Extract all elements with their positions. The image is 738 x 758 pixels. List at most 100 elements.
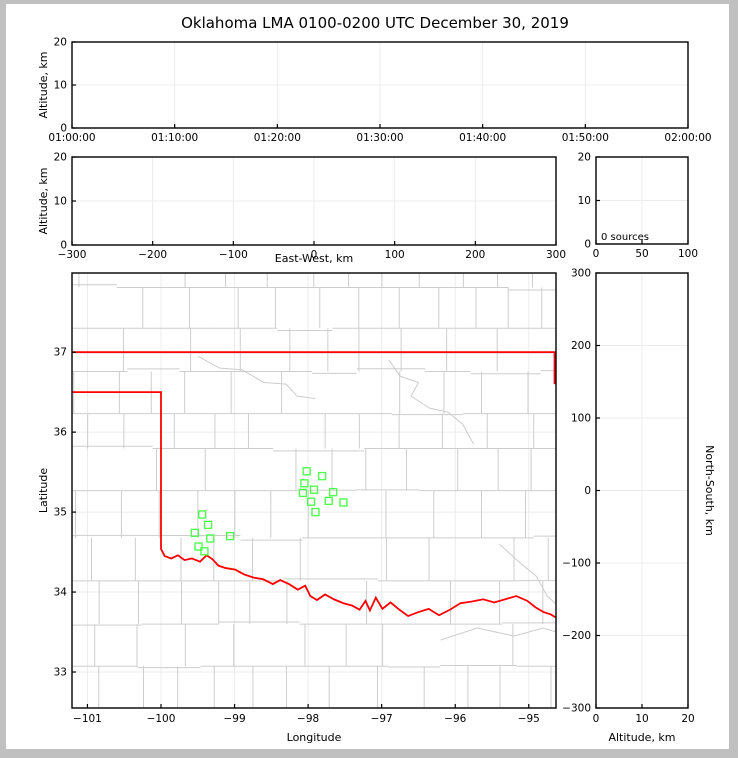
map-layers [72, 273, 556, 708]
x-tick-label: 0 [311, 249, 318, 261]
plot-canvas [6, 4, 729, 749]
panel-tick-labels: 0 50 100 0 10 20 [578, 152, 698, 261]
y-tick-label: 10 [578, 195, 591, 207]
panel-gridlines [596, 273, 688, 708]
panel-ticks [71, 41, 689, 129]
x-tick-label: 20 [681, 713, 694, 725]
river-line [197, 355, 316, 400]
y-tick-label: 37 [54, 347, 67, 359]
x-tick-label: 01:40:00 [459, 132, 506, 144]
y-tick-label: 0 [584, 485, 591, 497]
station-marker [306, 497, 316, 506]
plot-panels: 01:00:00 01:10:00 01:20:00 01:30:00 01:40:00… [37, 37, 716, 745]
plot-area-plan_map[interactable] [71, 272, 557, 709]
station-marker [197, 510, 207, 519]
y-tick-label: 200 [571, 340, 591, 352]
x-tick-label: 01:50:00 [562, 132, 609, 144]
station-marker [200, 547, 209, 556]
ew_height-xlabel: East-West, km [275, 252, 353, 265]
x-tick-label: 0 [593, 713, 600, 725]
x-tick-label: −300 [58, 249, 87, 261]
x-tick-label: −99 [223, 713, 245, 725]
station-marker [317, 471, 327, 481]
panel-gridlines [72, 157, 556, 245]
source-count-annotation: 0 sources [601, 232, 649, 243]
x-tick-label: −101 [73, 713, 102, 725]
station-marker [203, 520, 213, 530]
station-marker [311, 507, 320, 517]
y-tick-label: 20 [578, 152, 591, 164]
station-markers [190, 467, 348, 556]
y-tick-label: 20 [54, 152, 67, 164]
x-tick-label: −100 [219, 249, 248, 261]
x-tick-label: −98 [297, 713, 319, 725]
ns_height-ylabel: North-South, km [703, 445, 716, 536]
y-tick-label: 10 [54, 80, 67, 92]
panel-ns_height: 0 10 20 −300 −200 −100 0 100 200 300 North-South, … [562, 268, 716, 745]
station-marker [300, 479, 309, 488]
y-tick-label: 20 [54, 37, 67, 49]
river-line [499, 543, 556, 605]
station-marker [194, 542, 203, 551]
x-tick-label: 10 [635, 713, 648, 725]
x-tick-label: −200 [138, 249, 167, 261]
panel-ticks [595, 272, 689, 709]
panel-tick-labels: −300 −200 −100 0 100 200 300 0 10 20 [54, 152, 566, 262]
y-tick-label: 0 [584, 239, 591, 251]
y-tick-label: 100 [571, 413, 591, 425]
x-tick-label: 01:20:00 [254, 132, 301, 144]
y-tick-label: 10 [54, 196, 67, 208]
panel-plan_map: −101 −100 −99 −98 −97 −96 −95 33 34 35 36 37 Latitud… [37, 272, 557, 744]
y-tick-label: 34 [54, 587, 68, 599]
county-lines [72, 273, 556, 708]
ns_height-xlabel: Altitude, km [608, 731, 675, 744]
panel-tick-labels: 0 10 20 −300 −200 −100 0 100 200 300 [562, 268, 695, 726]
y-tick-label: 36 [54, 427, 68, 439]
x-tick-label: −96 [444, 713, 466, 725]
panel-alt_histogram: 0 50 100 0 10 20 0 sources [578, 152, 698, 261]
x-tick-label: −97 [371, 713, 393, 725]
x-tick-label: 01:30:00 [356, 132, 403, 144]
panel-gridlines [596, 157, 688, 244]
y-tick-label: 0 [60, 240, 67, 252]
x-tick-label: −100 [147, 713, 176, 725]
x-tick-label: 01:10:00 [151, 132, 198, 144]
state-border-line-west_south [72, 391, 556, 619]
station-marker [324, 496, 333, 506]
y-tick-label: 35 [54, 507, 67, 519]
x-tick-label: 100 [678, 248, 698, 260]
panel-tick-labels: −101 −100 −99 −98 −97 −96 −95 33 34 35 36 37 [54, 347, 540, 725]
y-tick-label: −200 [562, 630, 591, 642]
x-tick-label: 02:00:00 [664, 132, 711, 144]
panel-tick-labels: 01:00:00 01:10:00 01:20:00 01:30:00 01:40:00… [48, 37, 711, 145]
y-tick-label: 33 [54, 667, 67, 679]
station-marker [206, 534, 215, 543]
x-tick-label: 01:00:00 [48, 132, 95, 144]
river-line [440, 627, 556, 641]
x-tick-label: −95 [518, 713, 540, 725]
y-tick-label: −100 [562, 558, 591, 570]
x-tick-label: 300 [546, 249, 566, 261]
y-tick-label: 0 [60, 123, 67, 135]
plan_map-xlabel: Longitude [287, 731, 342, 744]
station-marker [339, 498, 348, 507]
river-line [388, 359, 475, 445]
panel-ticks [72, 351, 530, 708]
panel-ew_height: −300 −200 −100 0 100 200 300 0 10 20 Altitude, km E… [37, 152, 566, 266]
time_height-ylabel: Altitude, km [37, 51, 50, 118]
station-marker [328, 487, 338, 497]
x-tick-label: 50 [635, 248, 648, 260]
station-marker [298, 488, 308, 498]
state-border [72, 351, 556, 619]
x-tick-label: 0 [593, 248, 600, 260]
page-title: Oklahoma LMA 0100-0200 UTC December 30, … [181, 14, 569, 32]
station-marker [302, 467, 311, 476]
x-tick-label: 100 [385, 249, 405, 261]
x-tick-label: 200 [465, 249, 485, 261]
station-marker [225, 531, 235, 541]
y-tick-label: 300 [571, 268, 591, 280]
ew_height-ylabel: Altitude, km [37, 167, 50, 234]
y-tick-label: −300 [562, 703, 591, 715]
station-marker [190, 528, 200, 538]
panel-gridlines [72, 42, 688, 128]
